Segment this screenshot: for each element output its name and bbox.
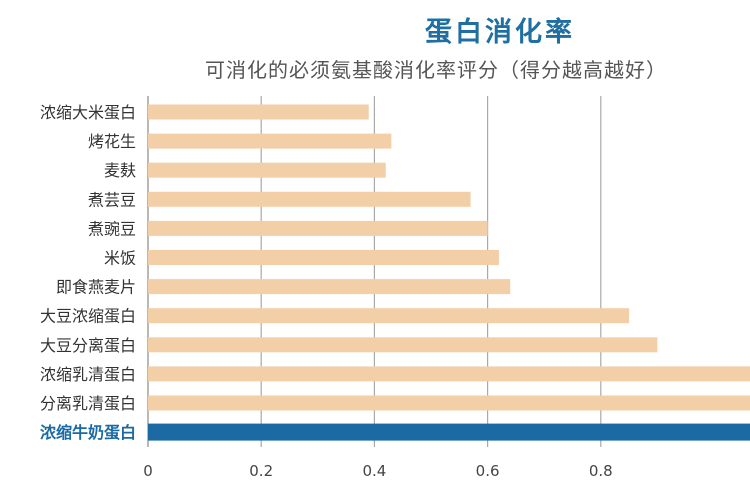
x-tick-label: 0.6 [476,462,500,480]
chart-title: 蛋白消化率 [425,17,575,48]
category-label: 浓缩大米蛋白 [40,103,136,122]
category-label: 烤花生 [88,132,136,151]
bar [148,395,750,411]
bar [148,104,369,120]
x-tick-label: 0.2 [249,462,273,480]
bar [148,220,488,236]
x-tick-label: 0.8 [589,462,613,480]
chart-subtitle: 可消化的必须氨基酸消化率评分（得分越高越好） [205,58,667,82]
category-label: 大豆浓缩蛋白 [40,307,136,326]
bar [148,162,386,178]
category-label: 分离乳清蛋白 [40,394,136,413]
bar [148,308,630,324]
category-label: 浓缩乳清蛋白 [40,365,136,384]
bar [148,366,750,382]
bar [148,337,658,353]
category-label: 麦麸 [104,161,136,180]
category-label: 煮芸豆 [88,190,136,209]
category-label: 煮豌豆 [88,219,136,238]
x-tick-label: 0.4 [362,462,386,480]
bar [148,133,392,149]
bar [148,279,511,295]
category-label: 浓缩牛奶蛋白 [40,423,136,442]
category-label: 米饭 [104,249,136,268]
x-tick-label: 0 [143,462,153,480]
category-label: 即食燕麦片 [56,278,136,297]
bar-highlight [148,423,750,441]
bar [148,191,471,207]
category-label: 大豆分离蛋白 [40,336,136,355]
bar [148,250,499,265]
